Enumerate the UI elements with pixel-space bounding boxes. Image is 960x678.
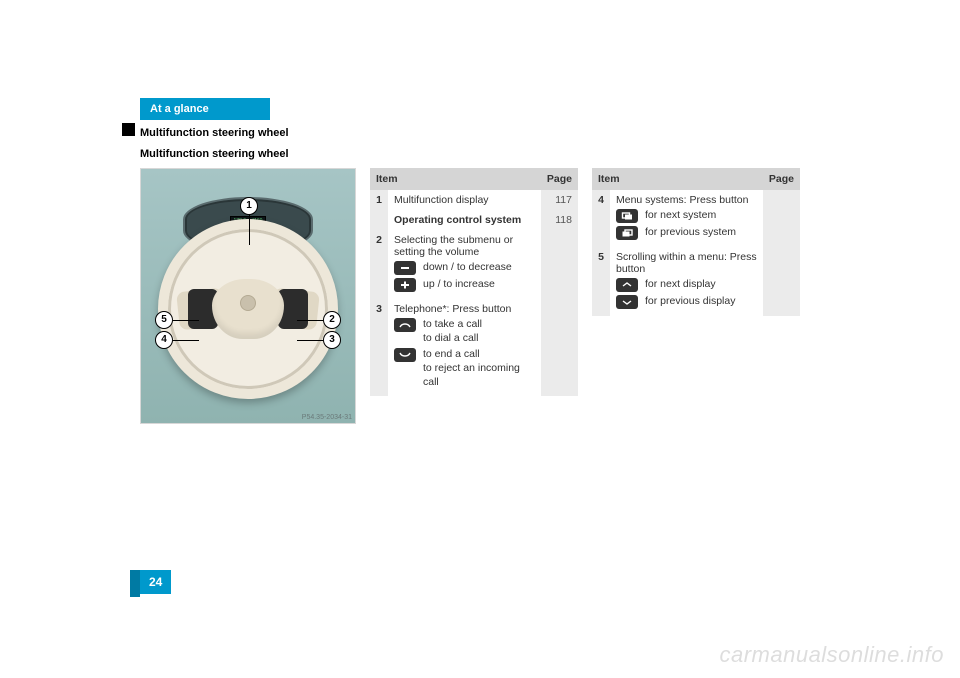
callout-3: 3 — [323, 331, 341, 349]
callout-2: 2 — [323, 311, 341, 329]
callout-4: 4 — [155, 331, 173, 349]
item-number: 2 — [370, 230, 388, 299]
callout-5: 5 — [155, 311, 173, 329]
sub-item-text: to take a call to dial a call — [423, 318, 535, 345]
page-number: 24 — [140, 570, 171, 594]
item-page — [763, 247, 800, 316]
phone-down-icon — [394, 348, 416, 362]
item-number: 5 — [592, 247, 610, 316]
item-number: 3 — [370, 299, 388, 396]
content-row: 178.6 mi/160 1 2 3 5 4 P54.35-2034-31 — [140, 168, 820, 424]
col-item: Item — [592, 168, 763, 190]
sub-item-text: to end a call to reject an incoming call — [423, 348, 535, 389]
item-page: 118 — [541, 210, 578, 230]
scroll-prev-icon — [616, 295, 638, 309]
scroll-next-icon — [616, 278, 638, 292]
item-text: Scrolling within a menu: Press buttonfor… — [610, 247, 763, 316]
item-text: Telephone*: Press buttonto take a call t… — [388, 299, 541, 396]
col-page: Page — [763, 168, 800, 190]
item-page — [541, 230, 578, 299]
watermark: carmanualsonline.info — [719, 642, 944, 668]
section-tab: At a glance — [140, 98, 270, 120]
steering-wheel-figure: 178.6 mi/160 1 2 3 5 4 P54.35-2034-31 — [140, 168, 356, 424]
sub-item-text: down / to decrease — [423, 261, 535, 275]
minus-icon — [394, 261, 416, 275]
callout-1: 1 — [240, 197, 258, 215]
sub-item-text: for previous system — [645, 226, 757, 240]
page-number-tab-side — [130, 570, 140, 597]
item-text: Menu systems: Press buttonfor next syste… — [610, 190, 763, 247]
sub-item-text: for next system — [645, 209, 757, 223]
item-page: 117 — [541, 190, 578, 210]
item-number: 1 — [370, 190, 388, 210]
reference-table-2: Item Page 4Menu systems: Press buttonfor… — [592, 168, 800, 316]
section-subhead: Multifunction steering wheel — [140, 127, 820, 139]
col-item: Item — [370, 168, 541, 190]
item-number: 4 — [592, 190, 610, 247]
figure-code: P54.35-2034-31 — [302, 414, 352, 421]
item-text: Selecting the submenu or setting the vol… — [388, 230, 541, 299]
item-number — [370, 210, 388, 230]
leader-5 — [173, 320, 199, 321]
leader-3 — [297, 340, 323, 341]
steering-wheel — [158, 219, 338, 399]
item-page — [541, 299, 578, 396]
plus-icon — [394, 278, 416, 292]
leader-4 — [173, 340, 199, 341]
leader-2 — [297, 320, 323, 321]
item-text: Multifunction display — [388, 190, 541, 210]
sys-prev-icon — [616, 226, 638, 240]
col-page: Page — [541, 168, 578, 190]
sys-next-icon — [616, 209, 638, 223]
sub-item-text: up / to increase — [423, 278, 535, 292]
sub-item-text: for previous display — [645, 295, 757, 309]
section-heading: Multifunction steering wheel — [140, 148, 820, 160]
item-text: Operating control system — [388, 210, 541, 230]
wheel-hub — [212, 279, 284, 339]
section-marker — [122, 123, 135, 136]
leader-1 — [249, 215, 250, 245]
item-page — [763, 190, 800, 247]
phone-up-icon — [394, 318, 416, 332]
sub-item-text: for next display — [645, 278, 757, 292]
reference-table-1: Item Page 1Multifunction display117Opera… — [370, 168, 578, 396]
